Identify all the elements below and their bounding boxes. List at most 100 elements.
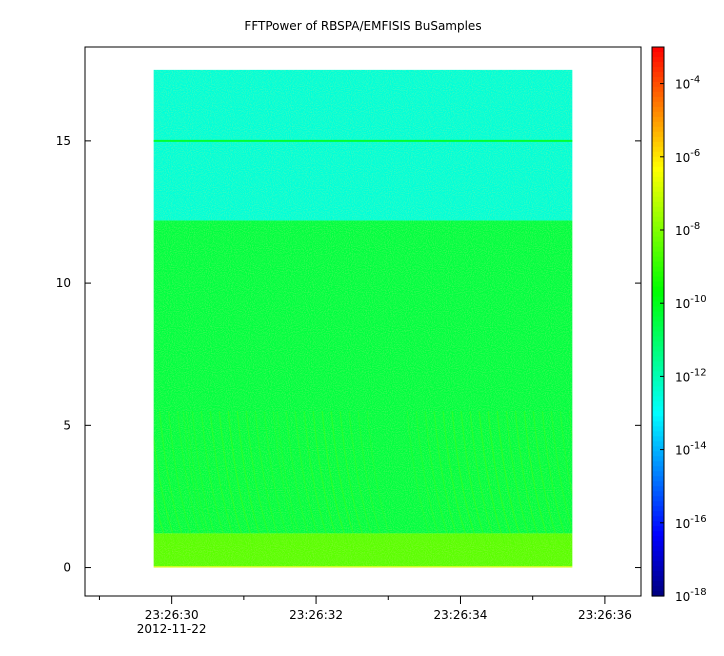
colorbar-segment — [652, 431, 664, 437]
colorbar-segment — [652, 166, 664, 173]
colorbar-segment — [652, 476, 664, 482]
colorbar-segment — [652, 441, 664, 447]
colorbar-segment — [652, 546, 664, 552]
chorus-streak — [312, 411, 340, 546]
colorbar-segment — [652, 231, 664, 238]
colorbar-segment — [652, 466, 664, 472]
x-tick-date-label: 2012-11-22 — [137, 622, 207, 636]
colorbar-segment — [652, 196, 664, 203]
chorus-streak — [177, 411, 205, 546]
colorbar-segment — [652, 541, 664, 547]
colorbar-segment — [652, 131, 664, 138]
colorbar-segment — [652, 556, 664, 562]
colorbar-segment — [652, 51, 664, 58]
colorbar-segment — [652, 111, 664, 118]
colorbar-segment — [652, 436, 664, 442]
chart-title: FFTPower of RBSPA/EMFISIS BuSamples — [244, 19, 481, 33]
chorus-streak — [460, 411, 488, 546]
colorbar-segment — [652, 286, 664, 293]
colorbar-segment — [652, 151, 664, 158]
colorbar-segment — [652, 351, 664, 358]
chorus-streak — [303, 411, 331, 546]
y-axis: 0 5 10 15 — [56, 134, 641, 575]
colorbar-segment — [652, 586, 664, 592]
y-tick-label: 0 — [63, 561, 71, 575]
colorbar-segment — [652, 116, 664, 123]
colorbar-segment — [652, 236, 664, 243]
colorbar-segment — [652, 271, 664, 278]
colorbar-segment — [652, 446, 664, 452]
chorus-streak — [153, 491, 169, 546]
x-tick-label: 23:26:36 — [578, 608, 632, 622]
chorus-streak — [285, 411, 313, 546]
chorus-streak — [433, 411, 461, 546]
colorbar-segment — [652, 66, 664, 73]
colorbar-segment — [652, 181, 664, 188]
colorbar-segment — [652, 426, 664, 432]
colorbar-segment — [652, 206, 664, 213]
colorbar-segment — [652, 551, 664, 557]
chorus-streak — [505, 411, 533, 546]
chorus-streak — [406, 411, 434, 546]
colorbar-segment — [652, 246, 664, 253]
colorbar-tick-label: 10-18 — [675, 587, 707, 604]
chorus-streak — [514, 411, 542, 546]
colorbar-segment — [652, 326, 664, 333]
x-tick-label: 23:26:30 — [145, 608, 199, 622]
colorbar-segment — [652, 511, 664, 517]
colorbar-segment — [652, 261, 664, 268]
chorus-streak — [227, 411, 255, 546]
colorbar-segment — [652, 566, 664, 572]
colorbar-segment — [652, 306, 664, 313]
colorbar-tick-label: 10-12 — [675, 367, 707, 384]
chorus-streak — [254, 411, 282, 546]
chorus-streak — [496, 411, 524, 546]
chorus-streak — [415, 411, 443, 546]
x-tick-label: 23:26:32 — [289, 608, 343, 622]
chorus-streak — [550, 411, 573, 533]
colorbar-segment — [652, 121, 664, 128]
chorus-streak — [357, 411, 385, 546]
spectrogram-heatmap — [153, 69, 573, 568]
chorus-streak — [469, 411, 497, 546]
chorus-streak — [339, 411, 367, 546]
colorbar-segment — [652, 381, 664, 387]
colorbar-segment — [652, 341, 664, 348]
colorbar-segment — [652, 311, 664, 318]
colorbar-tick-label: 10-4 — [675, 75, 700, 92]
colorbar-segment — [652, 376, 664, 382]
colorbar-segment — [652, 71, 664, 78]
colorbar-segment — [652, 456, 664, 462]
colorbar-tick-label: 10-16 — [675, 514, 707, 531]
colorbar-segment — [652, 96, 664, 103]
colorbar: 10-4 10-6 10-8 10-10 10-12 10-14 10-16 10-18 — [651, 46, 707, 604]
chorus-streak — [523, 411, 551, 546]
chorus-streak — [321, 411, 349, 546]
chorus-streak — [487, 411, 515, 546]
colorbar-segment — [652, 161, 664, 168]
chorus-streak — [200, 411, 228, 546]
colorbar-segment — [652, 91, 664, 98]
colorbar-segment — [652, 401, 664, 407]
colorbar-tick-label: 10-6 — [675, 148, 700, 165]
heatmap-texture — [153, 69, 573, 568]
colorbar-segment — [652, 191, 664, 198]
colorbar-segment — [652, 241, 664, 248]
colorbar-segment — [652, 536, 664, 542]
colorbar-segment — [652, 296, 664, 303]
colorbar-segment — [652, 316, 664, 323]
chorus-streak — [487, 411, 515, 546]
y-tick-label: 10 — [56, 276, 71, 290]
chorus-streak — [168, 411, 196, 546]
colorbar-segment — [652, 591, 664, 597]
colorbar-segment — [652, 106, 664, 113]
colorbar-segment — [652, 391, 664, 397]
chorus-streak — [159, 411, 187, 546]
chorus-streak — [366, 411, 394, 546]
chorus-streak — [559, 411, 573, 498]
colorbar-segment — [652, 156, 664, 163]
chorus-streak — [330, 411, 358, 546]
colorbar-segment — [652, 266, 664, 273]
colorbar-segment — [652, 321, 664, 328]
colorbar-segment — [652, 336, 664, 343]
